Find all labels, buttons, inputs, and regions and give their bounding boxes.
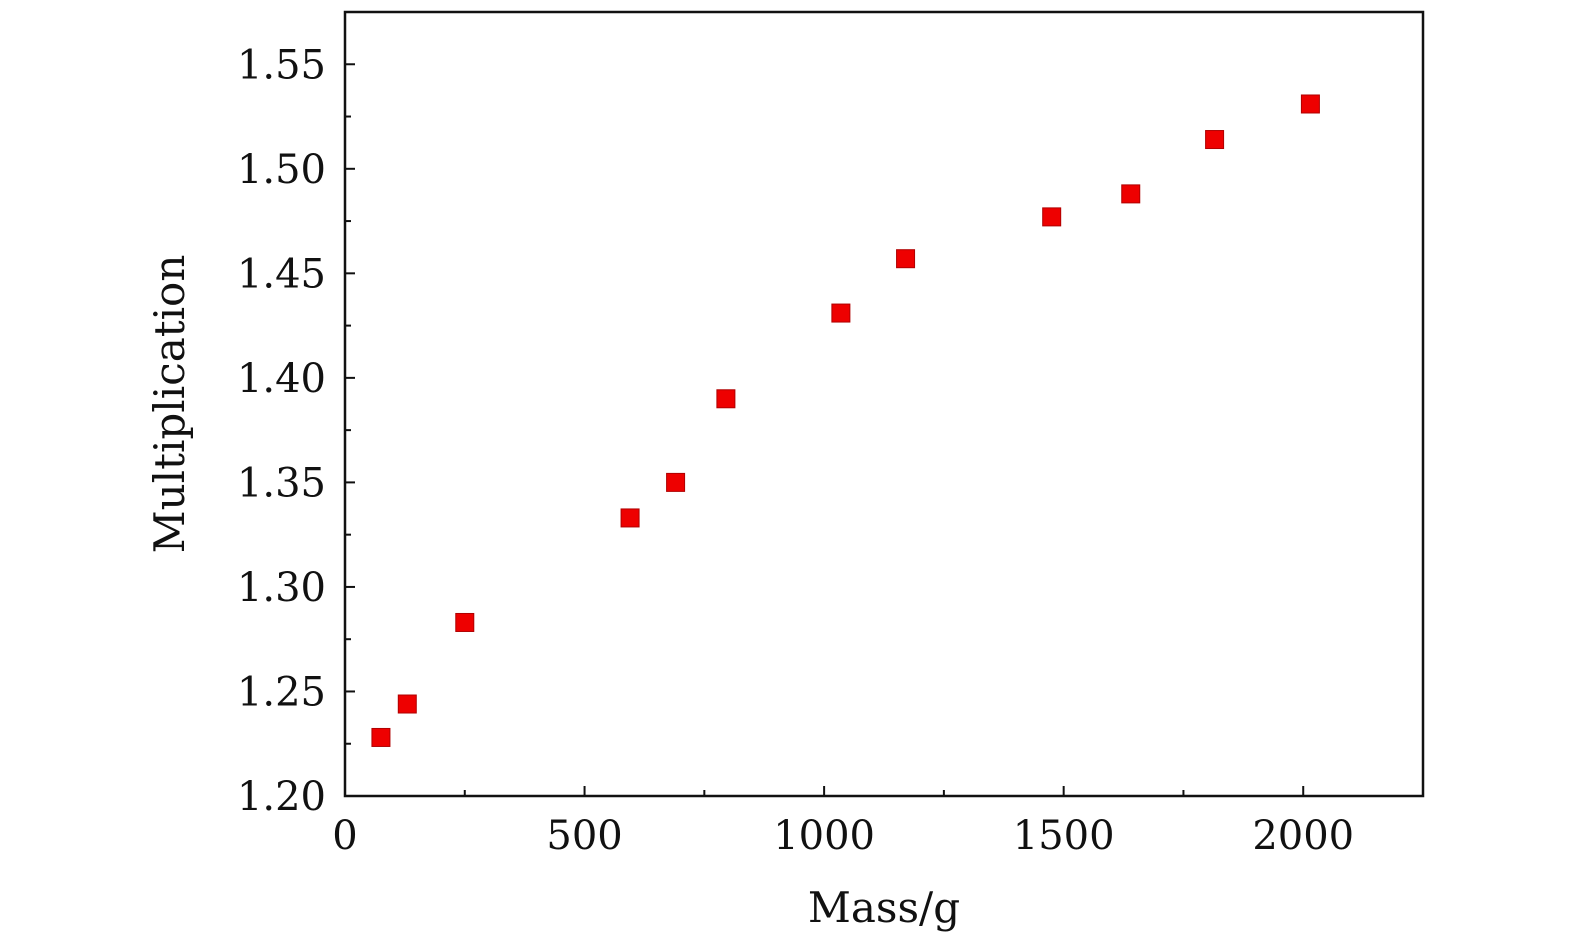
y-axis-title: Multiplication xyxy=(145,255,194,554)
x-tick-label: 0 xyxy=(332,813,357,859)
plot-frame xyxy=(343,10,1425,798)
data-point xyxy=(455,612,475,632)
data-point xyxy=(397,694,417,714)
x-tick-label: 2000 xyxy=(1252,813,1354,859)
data-point xyxy=(371,727,391,747)
data-point xyxy=(896,249,916,269)
y-tick-label: 1.50 xyxy=(237,147,326,193)
data-point xyxy=(1205,130,1225,150)
x-tick-label: 1500 xyxy=(1013,813,1115,859)
x-axis-title: Mass/g xyxy=(808,883,960,932)
data-points xyxy=(371,94,1320,747)
y-tick-labels: 1.20 1.25 1.30 1.35 1.40 1.45 1.50 1.55 xyxy=(237,42,326,820)
x-tick-label: 500 xyxy=(546,813,622,859)
y-tick-label: 1.45 xyxy=(237,251,326,297)
data-point xyxy=(666,472,686,492)
data-point xyxy=(831,303,851,323)
data-point xyxy=(1121,184,1141,204)
data-point xyxy=(716,389,736,409)
axis-ticks xyxy=(344,63,1305,797)
y-tick-label: 1.40 xyxy=(237,356,326,402)
data-point xyxy=(1042,207,1062,227)
y-tick-label: 1.20 xyxy=(237,774,326,820)
y-tick-label: 1.35 xyxy=(237,460,326,506)
data-point xyxy=(1300,94,1320,114)
y-tick-label: 1.30 xyxy=(237,565,326,611)
x-tick-label: 1000 xyxy=(773,813,875,859)
x-tick-labels: 0 500 1000 1500 2000 xyxy=(332,813,1354,859)
y-tick-label: 1.25 xyxy=(237,669,326,715)
y-tick-label: 1.55 xyxy=(237,42,326,88)
data-point xyxy=(620,508,640,528)
